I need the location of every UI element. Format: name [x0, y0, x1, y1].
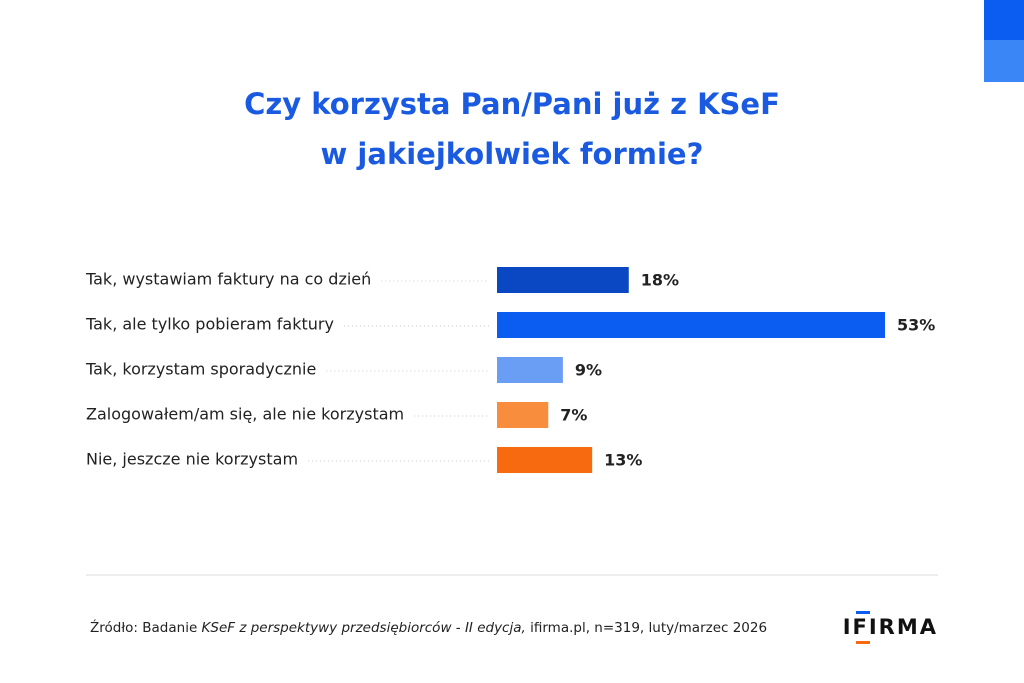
source: Źródło: Badanie KSeF z perspektywy przed… [90, 618, 767, 636]
value-label: 9% [575, 361, 602, 380]
value-label: 18% [641, 271, 679, 290]
category-label: Zalogowałem/am się, ale nie korzystam [86, 405, 404, 424]
logo: IFIRMA [843, 615, 938, 639]
bar [497, 267, 629, 293]
bar [497, 447, 593, 473]
bar [497, 357, 563, 383]
value-label: 53% [897, 316, 935, 335]
category-label: Tak, ale tylko pobieram faktury [85, 315, 334, 334]
category-label: Tak, korzystam sporadycznie [85, 360, 316, 379]
corner-block [984, 0, 1024, 40]
chart-title: Czy korzysta Pan/Pani już z KSeF [244, 87, 780, 121]
source-text: ifirma.pl, n=319, luty/marzec 2026 [526, 620, 767, 636]
source-text: KSeF z perspektywy przedsiębiorców - II … [202, 620, 526, 636]
source-text: Źródło: Badanie [90, 618, 202, 636]
value-label: 13% [604, 451, 642, 470]
logo-accent [856, 641, 870, 644]
corner-block [984, 40, 1024, 82]
bar [497, 402, 549, 428]
category-label: Tak, wystawiam faktury na co dzień [85, 270, 371, 289]
value-label: 7% [560, 406, 587, 425]
category-label: Nie, jeszcze nie korzystam [86, 450, 298, 469]
logo-accent [856, 611, 870, 614]
chart-title: w jakiejkolwiek formie? [321, 137, 704, 171]
bar [497, 312, 885, 338]
